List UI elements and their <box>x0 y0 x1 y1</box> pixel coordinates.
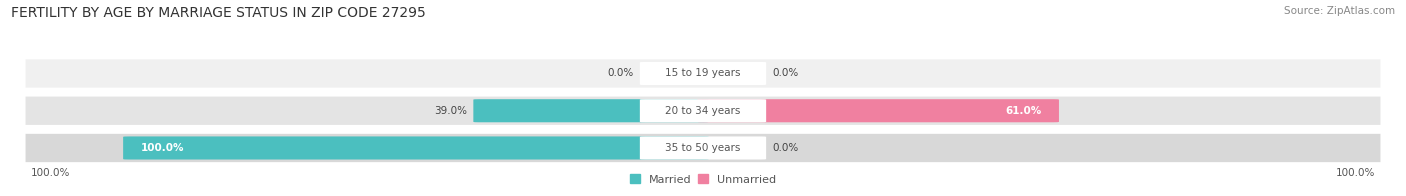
Text: 20 to 34 years: 20 to 34 years <box>665 106 741 116</box>
Text: FERTILITY BY AGE BY MARRIAGE STATUS IN ZIP CODE 27295: FERTILITY BY AGE BY MARRIAGE STATUS IN Z… <box>11 6 426 20</box>
Legend: Married, Unmarried: Married, Unmarried <box>630 174 776 184</box>
FancyBboxPatch shape <box>697 99 1059 122</box>
Text: 61.0%: 61.0% <box>1005 106 1042 116</box>
FancyBboxPatch shape <box>640 136 766 160</box>
Text: Source: ZipAtlas.com: Source: ZipAtlas.com <box>1284 6 1395 16</box>
FancyBboxPatch shape <box>25 97 1381 125</box>
Text: 100.0%: 100.0% <box>1336 168 1375 179</box>
FancyBboxPatch shape <box>25 59 1381 88</box>
Text: 0.0%: 0.0% <box>607 68 634 79</box>
Text: 100.0%: 100.0% <box>31 168 70 179</box>
Text: 39.0%: 39.0% <box>434 106 468 116</box>
FancyBboxPatch shape <box>124 136 709 160</box>
Text: 0.0%: 0.0% <box>772 143 799 153</box>
FancyBboxPatch shape <box>25 134 1381 162</box>
FancyBboxPatch shape <box>640 62 766 85</box>
Text: 100.0%: 100.0% <box>141 143 184 153</box>
FancyBboxPatch shape <box>474 99 709 122</box>
Text: 15 to 19 years: 15 to 19 years <box>665 68 741 79</box>
FancyBboxPatch shape <box>640 99 766 122</box>
Text: 35 to 50 years: 35 to 50 years <box>665 143 741 153</box>
Text: 0.0%: 0.0% <box>772 68 799 79</box>
